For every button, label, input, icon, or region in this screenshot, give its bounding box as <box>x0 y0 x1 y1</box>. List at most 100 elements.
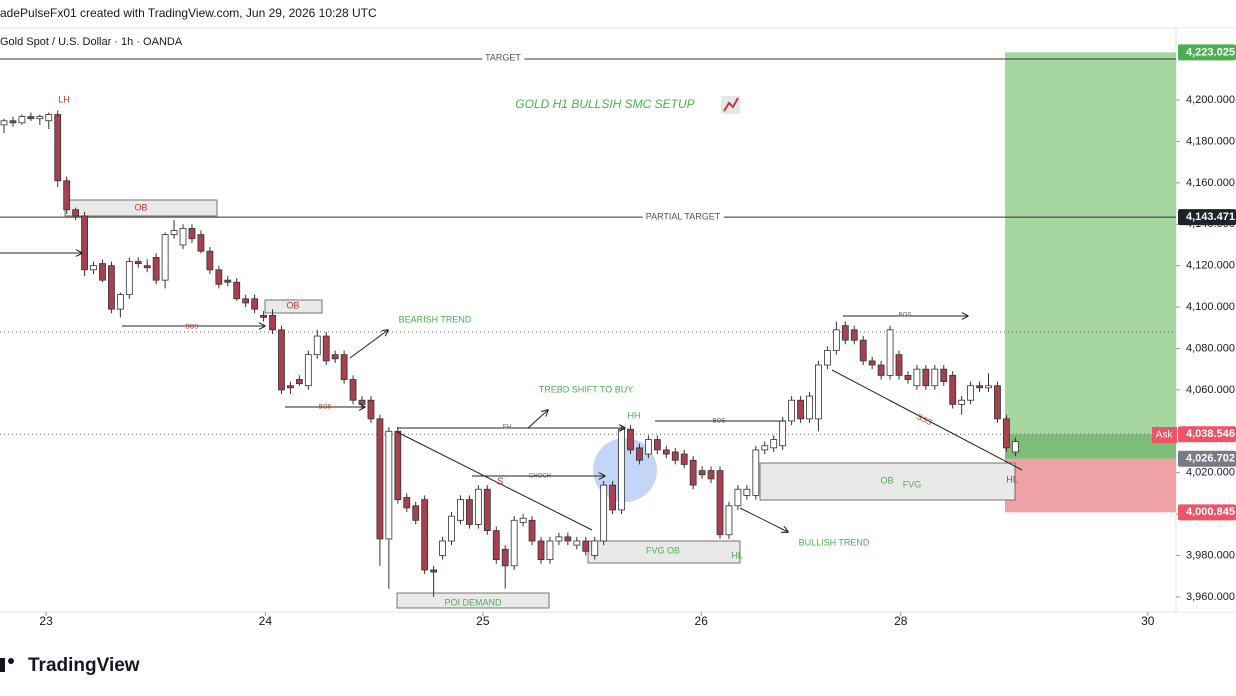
candle-body <box>734 488 742 507</box>
candle-body <box>295 379 303 385</box>
candle-body <box>0 120 8 126</box>
candle-body <box>152 256 160 281</box>
candle-body <box>582 540 590 552</box>
candle-body <box>725 505 733 536</box>
y-tick-label: 4,160.000 <box>1186 177 1235 189</box>
candle-body <box>680 453 688 465</box>
candle-body <box>931 368 939 387</box>
candle-body <box>358 399 366 405</box>
price-label: 4,000.845 <box>1186 506 1235 518</box>
candle-body <box>448 515 455 542</box>
drawing-line <box>739 507 788 532</box>
layer <box>0 110 1019 597</box>
candle-body <box>251 298 259 310</box>
price-label-bg <box>1178 450 1236 467</box>
candle-body <box>278 329 285 391</box>
candle-body <box>707 470 715 480</box>
zone-box <box>759 462 1016 501</box>
candle-body <box>537 540 545 561</box>
candle-body <box>994 385 1001 420</box>
candle-body <box>940 368 948 382</box>
candle-body <box>331 354 339 360</box>
layer <box>0 52 1176 609</box>
ask-badge <box>1152 427 1177 443</box>
label-bg <box>642 211 724 222</box>
candle-body <box>886 329 894 376</box>
candle-body <box>430 569 438 573</box>
candle-body <box>224 279 232 283</box>
y-tick-label: 4,200.000 <box>1186 94 1235 106</box>
annotation: OB <box>286 300 299 310</box>
candle-body <box>904 374 912 380</box>
annotation: BOS <box>899 313 912 319</box>
candle-body <box>483 488 491 532</box>
candle-body <box>877 364 885 376</box>
price-label: 4,026.702 <box>1186 453 1235 465</box>
entry-zone <box>1005 434 1176 459</box>
x-tick-label: 25 <box>476 614 490 628</box>
candle-body <box>188 227 196 240</box>
annotation: BOS <box>713 419 726 425</box>
candle-body <box>170 230 178 236</box>
logo-mark <box>8 658 14 664</box>
candle-body <box>698 470 706 476</box>
annotation: GOLD H1 BULLSIH SMC SETUP <box>515 97 694 111</box>
candle-body <box>761 445 769 451</box>
annotation: TREBD SHIFT TO BUY <box>539 384 634 394</box>
candle-body <box>90 265 97 271</box>
candle-body <box>457 499 464 521</box>
candle-body <box>421 499 429 571</box>
x-tick-label: 26 <box>695 614 709 628</box>
candle-body <box>260 314 267 318</box>
candle-body <box>1003 418 1010 449</box>
candle-body <box>922 368 930 387</box>
annotation: FVG <box>903 479 922 489</box>
candle-body <box>600 484 608 542</box>
annotation: SSS <box>915 412 934 427</box>
candle-body <box>125 261 133 296</box>
candle-body <box>340 354 348 380</box>
y-tick-label: 3,980.000 <box>1186 549 1235 561</box>
candle-body <box>788 399 796 422</box>
annotation: BULLISH TREND <box>799 537 870 547</box>
candle-body <box>403 497 411 509</box>
candle-body <box>627 428 634 451</box>
annotation: FVG OB <box>646 545 680 555</box>
x-tick-label: 23 <box>39 614 53 628</box>
annotation: LH <box>58 94 70 104</box>
candle-body <box>394 430 402 500</box>
price-label: 4,223.025 <box>1186 46 1235 58</box>
x-tick-label: 30 <box>1141 614 1155 628</box>
candle-body <box>439 540 446 556</box>
zone-box <box>396 592 550 609</box>
zone-box <box>264 299 323 314</box>
candle-body <box>27 116 35 120</box>
candle-body <box>322 335 330 362</box>
candle-body <box>72 209 80 217</box>
candle-body <box>546 540 554 561</box>
candle-body <box>36 116 44 120</box>
candle-body <box>233 281 241 300</box>
candle-body <box>806 395 813 420</box>
layer: TARGET PARTIAL TARGET GOLD H1 BULLSIH SMC … <box>0 52 1177 607</box>
y-tick-label: 4,020.000 <box>1186 467 1235 479</box>
candle-body <box>671 451 679 461</box>
candle-body <box>850 329 858 341</box>
header-text: adePulseFx01 created with TradingView.co… <box>0 6 377 20</box>
candle-body <box>242 298 250 304</box>
target-zone <box>1005 52 1176 459</box>
logo: TradingView <box>0 655 140 676</box>
candle-body <box>528 519 536 542</box>
annotation: Ask <box>1156 430 1174 441</box>
candle-body <box>143 265 151 269</box>
y-tick-label: 4,080.000 <box>1186 342 1235 354</box>
annotation: S <box>497 477 504 488</box>
candle-body <box>412 505 420 521</box>
price-label-bg <box>1178 209 1236 226</box>
y-tick-label: 4,100.000 <box>1186 301 1235 313</box>
y-tick-label: 4,060.000 <box>1186 384 1235 396</box>
candle-body <box>985 385 992 389</box>
candle-body <box>797 399 804 420</box>
stop-zone <box>1005 458 1176 513</box>
